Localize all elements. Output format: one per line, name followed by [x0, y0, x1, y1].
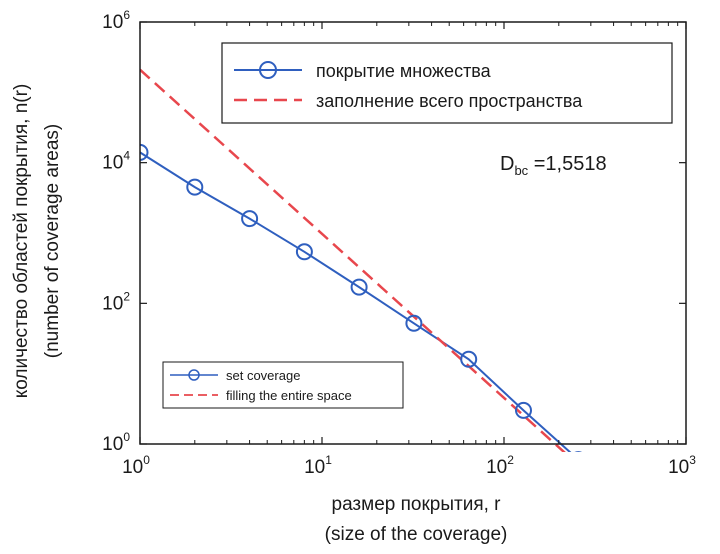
legend-en-entry-2: filling the entire space — [226, 388, 352, 403]
x-tick-label: 102 — [486, 453, 514, 478]
data-point — [405, 314, 423, 332]
data-point — [186, 178, 204, 196]
x-axis-label: размер покрытия, r — [332, 494, 502, 515]
y-tick-label: 100 — [102, 430, 130, 455]
legend-main-marker — [259, 61, 277, 79]
legend-en: set coverage filling the entire space — [162, 361, 404, 409]
data-point — [241, 210, 259, 228]
legend-main-entry-1: покрытие множества — [316, 61, 492, 81]
data-point — [140, 143, 149, 161]
y-axis-label-en: (number of coverage areas) — [42, 124, 63, 358]
axis-ticks: 100 101 102 103 100 102 104 106 — [102, 8, 696, 478]
y-tick-label: 106 — [102, 8, 130, 33]
legend-main-entry-2: заполнение всего пространства — [316, 91, 583, 111]
x-tick-label: 101 — [304, 453, 332, 478]
x-tick-label: 103 — [668, 453, 696, 478]
y-tick-label: 104 — [102, 149, 130, 174]
legend-main-box — [221, 42, 673, 124]
legend-main: покрытие множества заполнение всего прос… — [221, 42, 673, 124]
series-line-filling-space — [140, 68, 566, 452]
plot-frame — [139, 21, 687, 445]
data-point — [515, 401, 532, 419]
data-point — [350, 278, 368, 296]
dimension-annotation: Dbc =1,5518 — [500, 153, 607, 178]
x-axis-label-en: (size of the coverage) — [325, 524, 508, 545]
x-tick-label: 100 — [122, 453, 150, 478]
y-tick-label: 102 — [102, 289, 130, 314]
series-line-set-coverage — [140, 151, 572, 452]
data-point — [626, 507, 641, 522]
chart-marks — [140, 68, 641, 522]
legend-en-entry-1: set coverage — [226, 368, 300, 383]
data-point — [460, 350, 478, 368]
data-point — [295, 243, 313, 261]
data-point — [574, 451, 583, 452]
legend-en-marker — [188, 369, 200, 381]
legend-en-box — [162, 361, 404, 409]
y-axis-label: количество областей покрытия, n(r) — [11, 84, 32, 399]
